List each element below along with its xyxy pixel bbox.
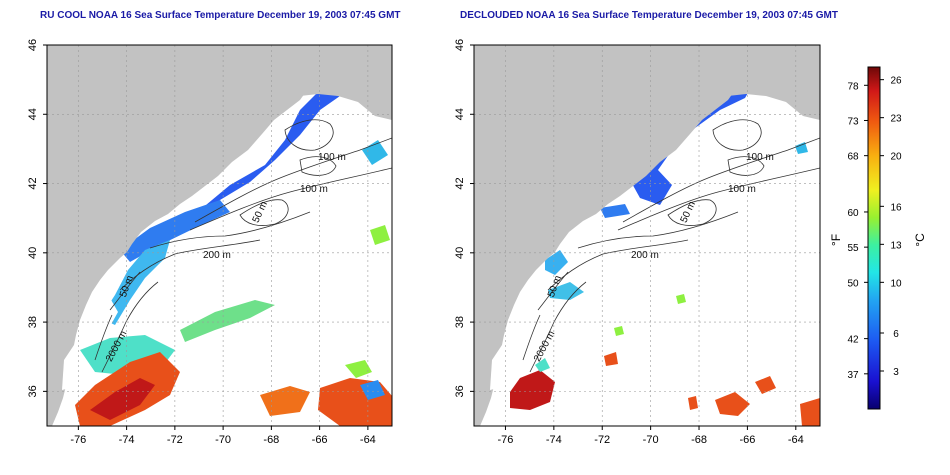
left-x-tick-label: -70 xyxy=(215,434,231,446)
right-land-mainland xyxy=(474,45,820,426)
left-sst-patch-3 xyxy=(345,360,372,378)
colorbar-f-tick-label: 55 xyxy=(847,243,859,254)
right-sst-patch-8 xyxy=(755,376,776,394)
left-y-tick-label: 38 xyxy=(27,316,39,328)
colorbar-c-tick-label: 16 xyxy=(890,202,902,213)
left-frame xyxy=(46,44,393,427)
colorbar-f-tick-label: 73 xyxy=(847,116,859,127)
left-sst-slope-band xyxy=(180,300,275,342)
right-sst-patch-13 xyxy=(795,142,808,154)
left-y-tick-label: 36 xyxy=(27,385,39,397)
right-axis-ticks: -76 -74 -72 -70 -68 -66 -64 46 44 42 40 38 36 xyxy=(454,39,804,446)
left-land-nova-scotia xyxy=(280,50,392,120)
colorbar-f-tick-label: 60 xyxy=(847,208,859,219)
colorbar-c-tick-label: 23 xyxy=(890,114,902,125)
colorbar-c-tick-label: 10 xyxy=(890,278,902,289)
colorbar-unit-celsius: °C xyxy=(913,233,927,247)
right-grid xyxy=(474,44,820,426)
right-contour-label-200m: 200 m xyxy=(631,250,659,261)
left-x-tick-label: -68 xyxy=(263,434,279,446)
right-y-tick-label: 46 xyxy=(454,39,466,51)
right-x-tick-label: -70 xyxy=(643,434,659,446)
left-contour-label-100m-b: 100 m xyxy=(300,184,328,195)
left-sst-patch-6 xyxy=(362,140,388,165)
right-x-tick-label: -76 xyxy=(498,434,514,446)
left-sst-patch-4 xyxy=(360,380,385,400)
right-sst-patch-5 xyxy=(535,358,550,372)
right-panel-title: DECLOUDED NOAA 16 Sea Surface Temperatur… xyxy=(460,10,838,21)
colorbar-f-tick-label: 37 xyxy=(847,370,859,381)
right-y-tick-label: 40 xyxy=(454,247,466,259)
colorbar-f-tick-label: 68 xyxy=(847,152,859,163)
left-contour-label-100m-a: 100 m xyxy=(318,152,346,163)
right-contour-label-100m-a: 100 m xyxy=(746,152,774,163)
left-x-tick-label: -64 xyxy=(360,434,376,446)
right-sst-patch-2 xyxy=(600,204,630,218)
right-y-tick-label: 42 xyxy=(454,177,466,189)
right-x-tick-label: -72 xyxy=(594,434,610,446)
right-sst-patch-6 xyxy=(604,352,618,366)
left-axis-ticks: -76 -74 -72 -70 -68 -66 -64 46 44 42 40 38 36 xyxy=(27,39,376,446)
right-x-tick-label: -74 xyxy=(546,434,562,446)
left-y-tick-label: 42 xyxy=(27,177,39,189)
left-x-tick-label: -66 xyxy=(312,434,328,446)
left-chesapeake-bay xyxy=(62,345,78,390)
colorbar-c-tick-label: 13 xyxy=(890,240,902,251)
right-land-nova-scotia xyxy=(708,50,820,120)
left-sst-patch-5 xyxy=(370,225,390,245)
right-sst-patch-4 xyxy=(548,282,584,300)
left-sst-eddy-1 xyxy=(260,386,310,416)
left-grid xyxy=(47,44,392,426)
right-sst-patch-12 xyxy=(676,294,686,304)
left-land-mainland xyxy=(47,45,392,426)
right-chesapeake-bay xyxy=(490,345,506,390)
right-x-tick-label: -66 xyxy=(739,434,755,446)
colorbar-ticks: 26 23 20 16 13 10 6 3 78 73 68 60 55 50 42 37 xyxy=(847,76,902,381)
right-contour-label-100m-b: 100 m xyxy=(728,184,756,195)
left-panel-title: RU COOL NOAA 16 Sea Surface Temperature … xyxy=(40,10,401,21)
colorbar-f-tick-label: 42 xyxy=(847,335,859,346)
colorbar-c-tick-label: 26 xyxy=(890,76,902,87)
colorbar-unit-fahrenheit: °F xyxy=(829,234,843,246)
right-sst-patch-7 xyxy=(715,392,750,416)
colorbar-gradient xyxy=(867,66,881,410)
right-sst-gulf-of-maine xyxy=(630,86,752,205)
right-sst-patch-9 xyxy=(800,398,820,426)
right-y-tick-label: 36 xyxy=(454,385,466,397)
left-x-tick-label: -76 xyxy=(70,434,86,446)
left-y-tick-label: 46 xyxy=(27,39,39,51)
colorbar-c-tick-label: 3 xyxy=(893,367,899,378)
right-x-tick-label: -64 xyxy=(788,434,804,446)
right-sst-patch-10 xyxy=(688,396,698,410)
colorbar-f-tick-label: 50 xyxy=(847,278,859,289)
right-y-tick-label: 38 xyxy=(454,316,466,328)
left-sst-shelf-mid xyxy=(100,240,170,325)
right-sst-patch-11 xyxy=(614,326,624,336)
right-x-tick-label: -68 xyxy=(691,434,707,446)
left-x-tick-label: -74 xyxy=(119,434,135,446)
colorbar: 26 23 20 16 13 10 6 3 78 73 68 60 55 50 42 37 °F °C xyxy=(829,66,927,410)
left-contour-label-200m: 200 m xyxy=(203,250,231,261)
left-sst-gulf-stream-core xyxy=(90,378,155,420)
colorbar-c-tick-label: 20 xyxy=(890,152,902,163)
right-bathymetry-contours xyxy=(522,119,820,373)
left-x-tick-label: -72 xyxy=(167,434,183,446)
right-sst-gulf-stream xyxy=(510,370,555,410)
left-y-tick-label: 40 xyxy=(27,247,39,259)
colorbar-c-tick-label: 6 xyxy=(893,329,899,340)
right-sst-patch-3 xyxy=(545,250,568,275)
left-y-tick-label: 44 xyxy=(27,108,39,120)
right-frame xyxy=(473,44,821,427)
right-y-tick-label: 44 xyxy=(454,108,466,120)
colorbar-f-tick-label: 78 xyxy=(847,81,859,92)
